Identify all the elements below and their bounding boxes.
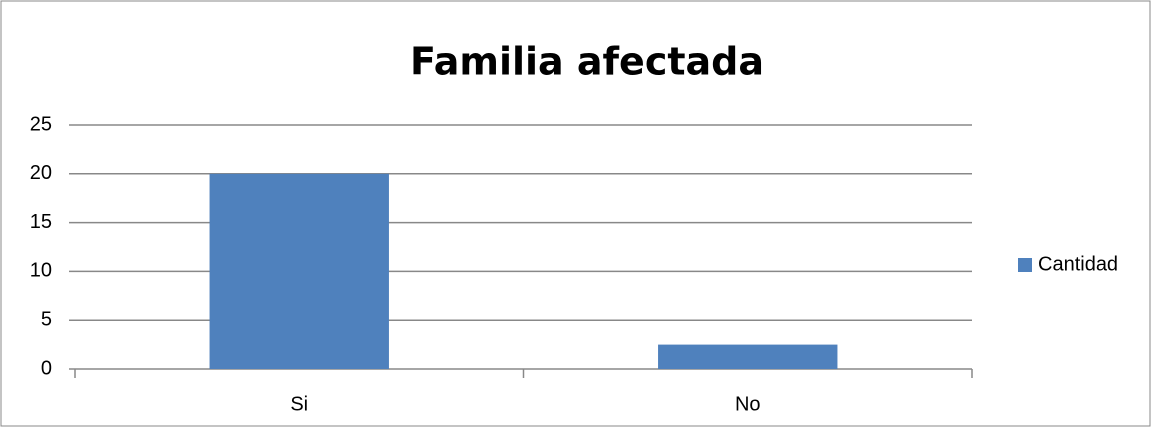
legend-swatch <box>1018 258 1032 272</box>
bar <box>658 344 838 369</box>
y-tick-label: 25 <box>30 113 52 135</box>
legend-label: Cantidad <box>1038 253 1118 275</box>
y-tick-label: 0 <box>41 357 52 379</box>
x-tick-label: No <box>735 393 761 415</box>
y-tick-label: 15 <box>30 211 52 233</box>
x-tick-label: Si <box>290 393 308 415</box>
chart-title: Familia afectada <box>410 40 764 84</box>
bar <box>209 173 389 369</box>
y-tick-label: 5 <box>41 308 52 330</box>
y-tick-label: 10 <box>30 260 52 282</box>
y-tick-label: 20 <box>30 162 52 184</box>
